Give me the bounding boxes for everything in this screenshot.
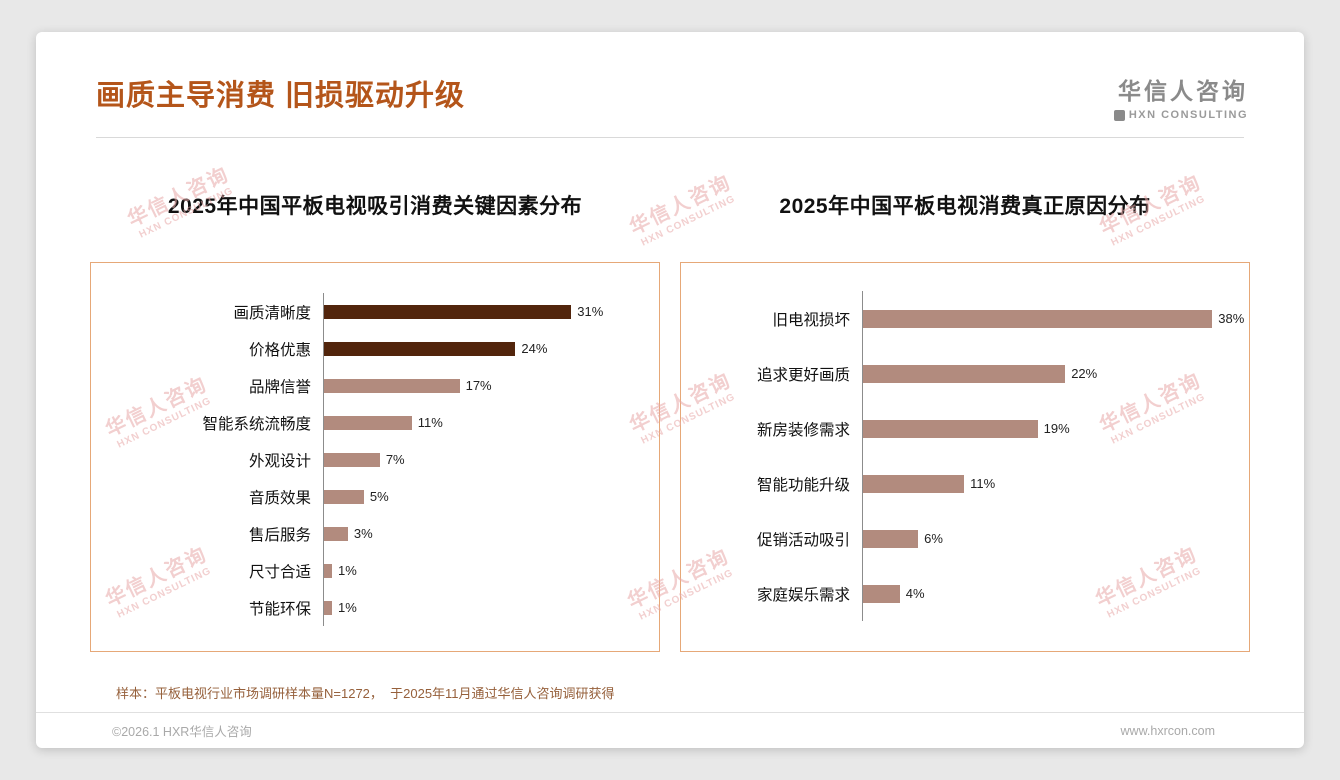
- bar-row: 智能功能升级 11%: [681, 456, 1249, 511]
- category-label: 新房装修需求: [756, 421, 850, 439]
- bar-plot: 5%: [323, 478, 659, 515]
- bar-row: 家庭娱乐需求 4%: [681, 566, 1249, 621]
- bar-row: 智能系统流畅度 11%: [91, 404, 659, 441]
- bar-plot: 6%: [862, 511, 1249, 566]
- chart-section-right: 2025年中国平板电视消费真正原因分布 旧电视损坏 38% 追求更好画质 22% 新房装…: [680, 190, 1250, 652]
- bar-plot: 7%: [323, 441, 659, 478]
- header-divider: [96, 137, 1244, 138]
- bar-plot: 19%: [862, 401, 1249, 456]
- bar-plot: 11%: [862, 456, 1249, 511]
- bar-row: 外观设计 7%: [91, 441, 659, 478]
- category-label: 家庭娱乐需求: [756, 586, 850, 604]
- value-label: 38%: [1218, 311, 1245, 326]
- bar-plot: 11%: [323, 404, 659, 441]
- bar-plot: 22%: [862, 346, 1249, 401]
- category-label: 旧电视损坏: [772, 311, 850, 329]
- bar: [324, 563, 332, 578]
- value-label: 19%: [1043, 421, 1070, 436]
- category-label: 品牌信誉: [248, 378, 311, 396]
- bar-row: 节能环保 1%: [91, 589, 659, 626]
- report-card: 华信人咨询 HXN CONSULTING 华信人咨询 HXN CONSULTING …: [36, 32, 1304, 748]
- bar-row: 音质效果 5%: [91, 478, 659, 515]
- bar: [863, 474, 965, 493]
- category-label: 智能系统流畅度: [202, 415, 311, 433]
- chart-left: 画质清晰度 31% 价格优惠 24% 品牌信誉 17% 智能系统流畅度 11% 外观设计 7% 音质…: [90, 262, 660, 652]
- bar-plot: 24%: [323, 330, 659, 367]
- value-label: 11%: [970, 476, 996, 491]
- bar-plot: 17%: [323, 367, 659, 404]
- category-label: 售后服务: [248, 526, 311, 544]
- brand-logo: 华信人咨询 HXN CONSULTING: [1113, 72, 1248, 121]
- bar-row: 售后服务 3%: [91, 515, 659, 552]
- value-label: 1%: [337, 563, 357, 578]
- bar-row: 新房装修需求 19%: [681, 401, 1249, 456]
- value-label: 11%: [417, 415, 443, 430]
- bar-row: 价格优惠 24%: [91, 330, 659, 367]
- category-label: 追求更好画质: [756, 366, 850, 384]
- bar-plot: 3%: [323, 515, 659, 552]
- value-label: 4%: [905, 586, 925, 601]
- logo-subtitle: HXN CONSULTING: [1113, 109, 1248, 121]
- value-label: 5%: [369, 489, 389, 504]
- website-text: www.hxrcon.com: [1120, 723, 1215, 738]
- bar-plot: 38%: [862, 291, 1249, 346]
- bar-row: 品牌信誉 17%: [91, 367, 659, 404]
- category-label: 音质效果: [248, 489, 311, 507]
- category-label: 画质清晰度: [233, 304, 311, 322]
- copyright-text: ©2026.1 HXR华信人咨询: [112, 725, 252, 739]
- chart-title: 2025年中国平板电视吸引消费关键因素分布: [167, 195, 583, 218]
- chart-title: 2025年中国平板电视消费真正原因分布: [779, 195, 1151, 218]
- bar: [324, 489, 364, 504]
- logo-sub-text: HXN CONSULTING: [1128, 109, 1248, 121]
- bar: [324, 304, 572, 319]
- bar-plot: 1%: [323, 552, 659, 589]
- bar-row: 旧电视损坏 38%: [681, 291, 1249, 346]
- bottom-bar: ©2026.1 HXR华信人咨询 www.hxrcon.com: [36, 712, 1304, 748]
- sample-footnote: 样本：平板电视行业市场调研样本量N=1272， 于2025年11月通过华信人咨询…: [116, 686, 615, 701]
- chart-right: 旧电视损坏 38% 追求更好画质 22% 新房装修需求 19% 智能功能升级 11% 促销活动吸…: [680, 262, 1250, 652]
- category-label: 尺寸合适: [248, 563, 311, 581]
- value-label: 22%: [1071, 366, 1098, 381]
- bar: [863, 529, 919, 548]
- bar-row: 画质清晰度 31%: [91, 293, 659, 330]
- bar: [324, 415, 412, 430]
- bar: [863, 419, 1038, 438]
- chart-section-left: 2025年中国平板电视吸引消费关键因素分布 画质清晰度 31% 价格优惠 24% 品牌信…: [90, 190, 660, 652]
- header: 画质主导消费 旧损驱动升级 华信人咨询 HXN CONSULTING: [36, 32, 1304, 121]
- bar-row: 追求更好画质 22%: [681, 346, 1249, 401]
- value-label: 31%: [577, 304, 604, 319]
- category-label: 节能环保: [248, 600, 311, 618]
- bar: [863, 364, 1066, 383]
- charts-area: 2025年中国平板电视吸引消费关键因素分布 画质清晰度 31% 价格优惠 24% 品牌信…: [90, 190, 1250, 652]
- bar-row: 尺寸合适 1%: [91, 552, 659, 589]
- bar: [863, 584, 900, 603]
- bar: [324, 526, 348, 541]
- bar-plot: 4%: [862, 566, 1249, 621]
- bar: [324, 341, 516, 356]
- category-label: 促销活动吸引: [756, 531, 850, 549]
- bar: [324, 600, 332, 615]
- bar: [324, 452, 380, 467]
- category-label: 价格优惠: [248, 341, 311, 359]
- value-label: 17%: [465, 378, 492, 393]
- bar: [863, 309, 1213, 328]
- bar-row: 促销活动吸引 6%: [681, 511, 1249, 566]
- value-label: 1%: [337, 600, 357, 615]
- bar-plot: 1%: [323, 589, 659, 626]
- logo-mark-icon: [1113, 109, 1125, 121]
- value-label: 3%: [353, 526, 373, 541]
- bar: [324, 378, 460, 393]
- page-title: 画质主导消费 旧损驱动升级: [96, 80, 466, 112]
- bar-plot: 31%: [323, 293, 659, 330]
- logo-name: 华信人咨询: [1118, 78, 1248, 104]
- category-label: 智能功能升级: [756, 476, 850, 494]
- value-label: 24%: [521, 341, 548, 356]
- value-label: 6%: [924, 531, 943, 546]
- category-label: 外观设计: [248, 452, 311, 470]
- value-label: 7%: [385, 452, 405, 467]
